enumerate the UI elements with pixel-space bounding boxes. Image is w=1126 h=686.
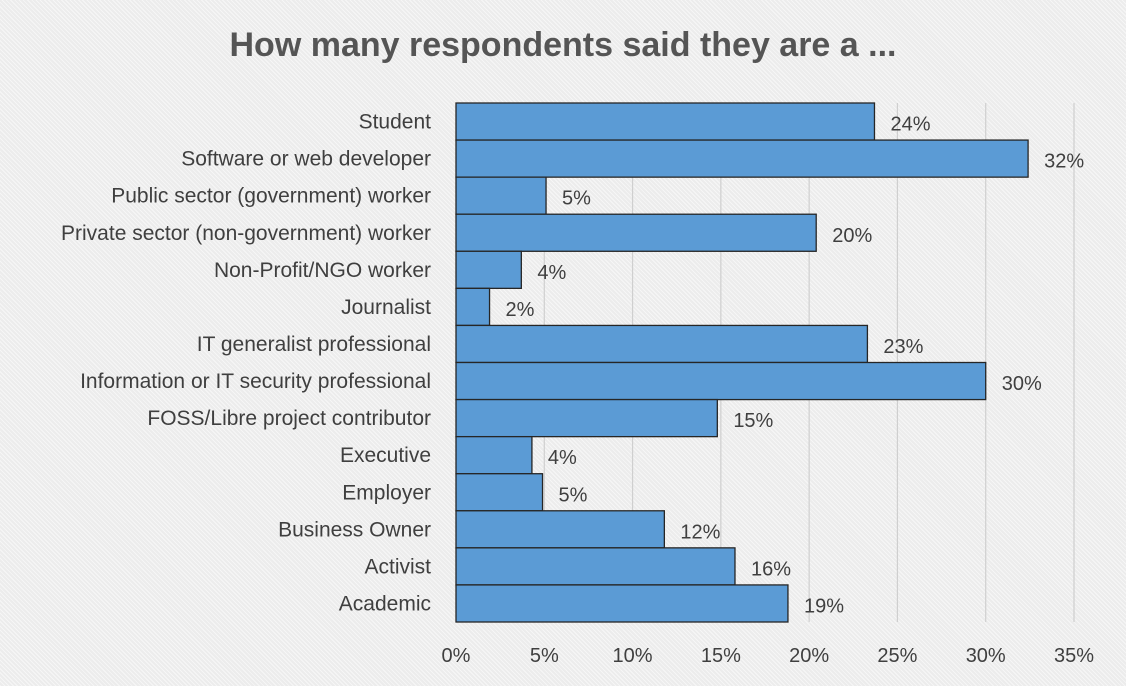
data-label: 15% xyxy=(733,410,773,432)
bar xyxy=(455,584,789,623)
data-label: 4% xyxy=(537,262,566,284)
data-label: 2% xyxy=(506,299,535,321)
bar xyxy=(455,510,666,549)
data-labels: 24%32%5%20%4%2%23%30%15%4%5%12%16%19% xyxy=(506,114,1085,618)
bar xyxy=(455,473,544,512)
bar xyxy=(455,250,522,290)
data-label: 20% xyxy=(832,225,872,247)
x-tick-label: 30% xyxy=(966,645,1006,667)
category-label: Software or web developer xyxy=(181,148,431,171)
data-label: 5% xyxy=(562,188,591,210)
bar xyxy=(455,139,1029,178)
category-label: Business Owner xyxy=(278,518,431,541)
category-label: Public sector (government) worker xyxy=(111,185,431,208)
data-label: 19% xyxy=(804,595,844,617)
bar xyxy=(455,398,718,438)
bar xyxy=(455,547,736,586)
data-label: 4% xyxy=(548,447,577,469)
category-label: Academic xyxy=(339,592,431,615)
chart-title: How many respondents said they are a ... xyxy=(230,26,897,64)
data-label: 24% xyxy=(890,114,930,136)
category-label: Private sector (non-government) worker xyxy=(61,222,431,245)
x-tick-label: 35% xyxy=(1054,645,1094,667)
bar xyxy=(455,102,876,141)
category-label: Activist xyxy=(364,555,431,578)
category-label: Information or IT security professional xyxy=(80,370,431,393)
bar xyxy=(455,176,547,215)
x-tick-label: 0% xyxy=(442,645,471,667)
data-label: 30% xyxy=(1002,373,1042,395)
category-labels: Student Software or web developer Public s… xyxy=(61,111,431,616)
x-tick-label: 15% xyxy=(701,645,741,667)
category-label: FOSS/Libre project contributor xyxy=(147,407,431,430)
bar xyxy=(455,287,491,327)
data-label: 23% xyxy=(883,336,923,358)
bar xyxy=(455,361,987,401)
category-label: Student xyxy=(359,111,432,134)
x-tick-label: 10% xyxy=(613,645,653,667)
bar xyxy=(455,435,533,475)
data-label: 5% xyxy=(559,484,588,506)
x-tick-label: 25% xyxy=(877,645,917,667)
data-label: 32% xyxy=(1044,151,1084,173)
bar xyxy=(455,324,869,364)
bars xyxy=(455,102,1029,623)
category-label: Employer xyxy=(342,481,431,504)
category-label: Executive xyxy=(340,444,431,467)
x-tick-label: 20% xyxy=(789,645,829,667)
x-tick-label: 5% xyxy=(530,645,559,667)
category-label: Non-Profit/NGO worker xyxy=(214,259,431,282)
category-label: IT generalist professional xyxy=(197,333,431,356)
data-label: 12% xyxy=(680,521,720,543)
bar xyxy=(455,213,817,252)
category-label: Journalist xyxy=(341,296,431,319)
data-label: 16% xyxy=(751,558,791,580)
x-axis-tick-labels: 0% 5% 10% 15% 20% 25% 30% 35% xyxy=(442,645,1095,667)
